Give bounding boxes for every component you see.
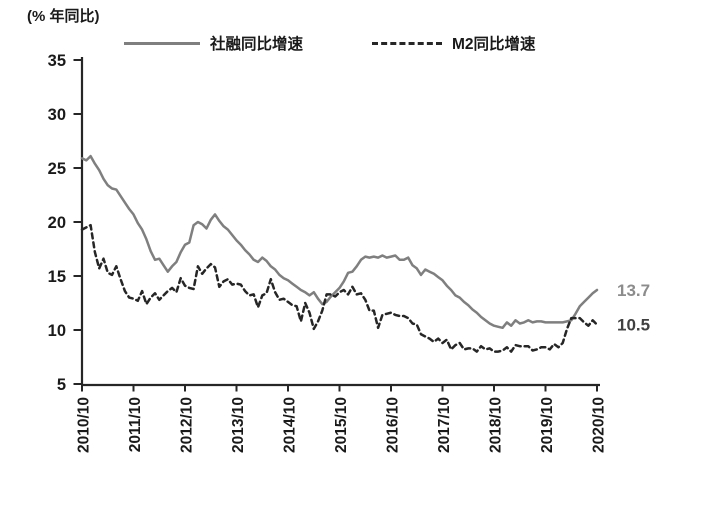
x-tick-label: 2018/10	[488, 397, 505, 453]
legend-label-shrong: 社融同比增速	[210, 36, 304, 53]
m2-end-value: 10.5	[617, 316, 650, 335]
dashed-line-swatch	[372, 41, 442, 45]
y-axis-unit-label: (% 年同比)	[27, 8, 100, 25]
legend-label-m2: M2同比增速	[452, 36, 536, 53]
x-tick-label: 2012/10	[179, 397, 196, 453]
x-tick-label: 2014/10	[282, 397, 299, 453]
y-tick-label: 20	[48, 214, 66, 232]
y-tick-label: 30	[48, 106, 66, 124]
solid-line-swatch	[124, 41, 200, 45]
shrong-end-value: 13.7	[617, 281, 650, 300]
y-tick-label: 10	[48, 322, 66, 340]
y-tick-label: 5	[57, 376, 66, 394]
legend-item-m2: M2同比增速	[372, 33, 536, 53]
y-tick-label: 35	[48, 52, 66, 70]
x-tick-label: 2016/10	[385, 397, 402, 453]
x-tick-label: 2015/10	[333, 397, 350, 453]
x-tick-label: 2020/10	[591, 397, 608, 453]
m2-series-line	[80, 223, 599, 353]
x-tick-label: 2013/10	[230, 397, 247, 453]
y-tick-label: 25	[48, 160, 66, 178]
x-tick-label: 2017/10	[436, 397, 453, 453]
x-tick-label: 2019/10	[539, 397, 556, 453]
y-tick-label: 15	[48, 268, 66, 286]
legend-item-shrong: 社融同比增速	[124, 33, 303, 53]
x-tick-label: 2011/10	[127, 397, 144, 452]
x-tick-label: 2010/10	[76, 397, 93, 453]
shrong-series-line	[80, 154, 599, 330]
